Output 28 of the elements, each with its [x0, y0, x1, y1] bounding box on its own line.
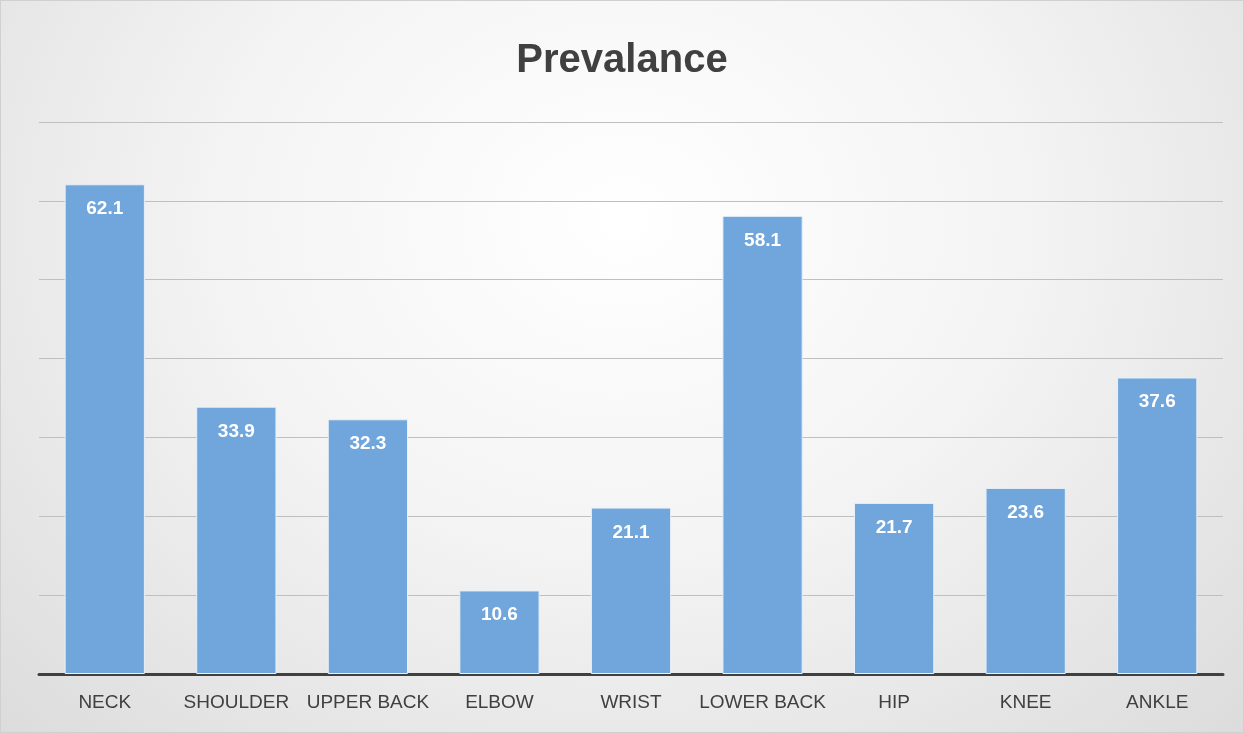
x-tick-label: NECK — [78, 691, 132, 712]
x-tick-label: ANKLE — [1126, 691, 1189, 712]
data-label: 10.6 — [480, 603, 518, 625]
x-tick-label: KNEE — [999, 691, 1052, 712]
bar — [1117, 377, 1198, 674]
data-label: 23.6 — [1007, 500, 1045, 522]
bar — [327, 419, 409, 674]
bar — [590, 507, 672, 674]
bar — [722, 215, 803, 674]
data-label: 33.9 — [217, 419, 255, 441]
data-label: 32.3 — [349, 432, 387, 454]
data-label: 21.7 — [875, 515, 913, 537]
x-tick-label: SHOULDER — [183, 691, 290, 712]
x-tick-label: HIP — [878, 691, 910, 712]
data-label: 37.6 — [1138, 390, 1176, 412]
x-tick-label: WRIST — [600, 691, 662, 712]
bar — [196, 406, 277, 674]
x-tick-label: LOWER BACK — [699, 691, 827, 712]
x-tick-label: ELBOW — [465, 691, 534, 712]
x-tick-label: UPPER BACK — [306, 691, 430, 712]
bar — [985, 487, 1066, 674]
data-label: 21.1 — [612, 520, 650, 542]
data-label: 62.1 — [86, 197, 124, 219]
bar — [64, 184, 145, 674]
chart-title: Prevalance — [516, 36, 728, 80]
data-label: 58.1 — [744, 228, 782, 250]
bar — [459, 590, 540, 674]
bar — [853, 502, 935, 674]
